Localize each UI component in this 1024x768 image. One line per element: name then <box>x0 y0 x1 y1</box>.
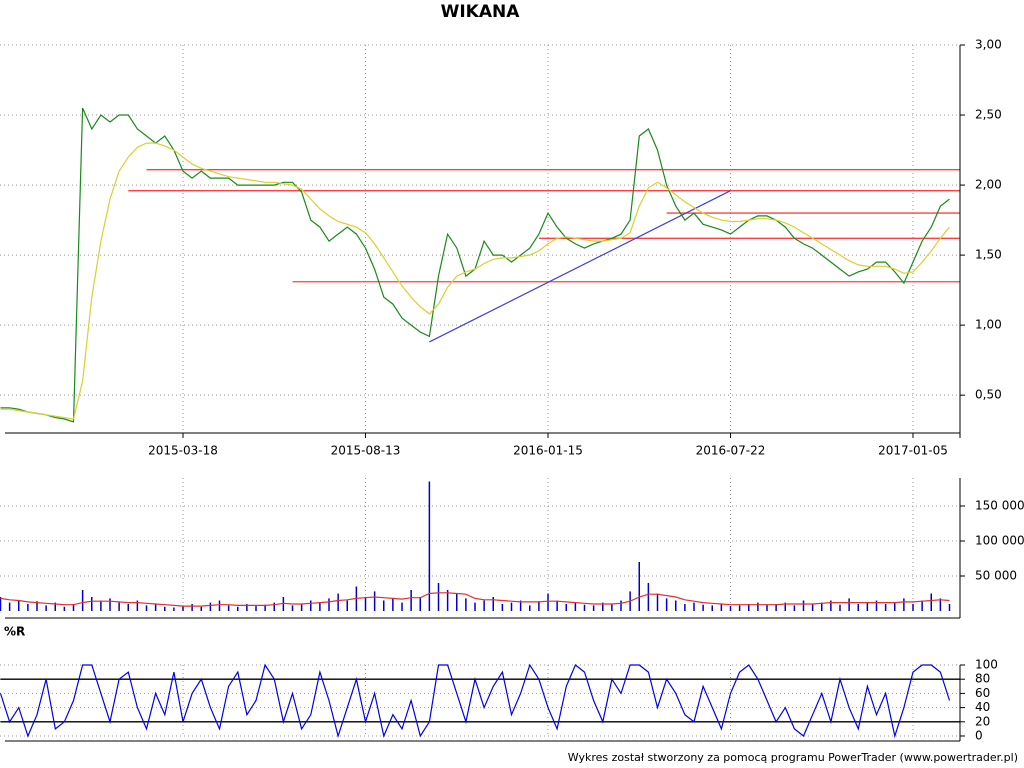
y-tick-label: 60 <box>975 686 990 700</box>
series-line <box>0 592 950 607</box>
y-tick-label: 80 <box>975 672 990 686</box>
panel-title: %R <box>4 625 25 639</box>
y-tick-label: 40 <box>975 700 990 714</box>
y-tick-label: 2,00 <box>975 178 1002 192</box>
y-tick-label: 1,50 <box>975 248 1002 262</box>
x-tick-label: 2016-01-15 <box>513 444 583 458</box>
y-tick-label: 3,00 <box>975 38 1002 52</box>
y-tick-label: 1,00 <box>975 318 1002 332</box>
series-line <box>0 107 950 423</box>
x-tick-label: 2016-07-22 <box>696 444 766 458</box>
y-tick-label: 20 <box>975 714 990 728</box>
y-tick-label: 2,50 <box>975 108 1002 122</box>
x-tick-label: 2015-03-18 <box>148 444 218 458</box>
y-tick-label: 50 000 <box>975 569 1017 583</box>
x-tick-label: 2015-08-13 <box>331 444 401 458</box>
y-tick-label: 100 <box>975 658 998 672</box>
y-tick-label: 100 000 <box>975 534 1024 548</box>
y-tick-label: 0,50 <box>975 388 1002 402</box>
x-tick-label: 2017-01-05 <box>878 444 948 458</box>
footer: Wykres został stworzony za pomocą progra… <box>568 751 1018 764</box>
series-line <box>0 142 950 420</box>
chart-title: WIKANA <box>441 2 521 22</box>
series-line <box>0 663 951 739</box>
trend-line <box>429 190 731 343</box>
y-tick-label: 150 000 <box>975 499 1024 513</box>
y-tick-label: 0 <box>975 729 983 743</box>
